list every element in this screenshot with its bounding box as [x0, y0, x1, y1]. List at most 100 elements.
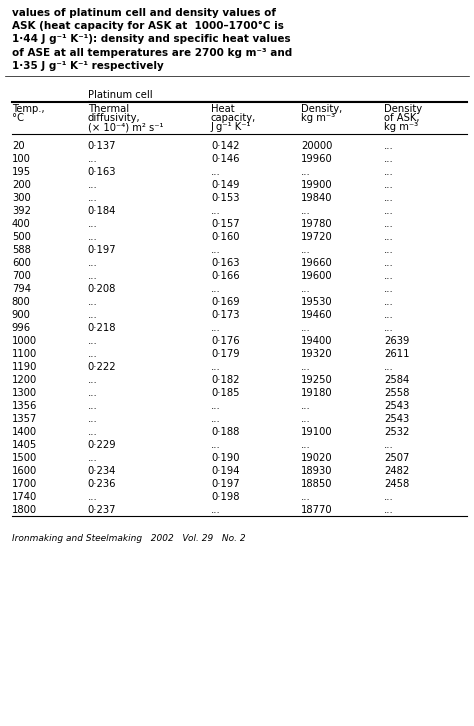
Text: ...: ... — [384, 322, 394, 333]
Text: 19100: 19100 — [301, 427, 333, 436]
Text: ...: ... — [384, 362, 394, 372]
Text: 794: 794 — [12, 284, 31, 293]
Text: 1000: 1000 — [12, 335, 37, 346]
Text: 0·184: 0·184 — [88, 205, 116, 216]
Text: 0·237: 0·237 — [88, 505, 116, 515]
Text: ...: ... — [384, 166, 394, 176]
Text: 0·137: 0·137 — [88, 141, 116, 150]
Text: 19720: 19720 — [301, 232, 333, 242]
Text: 2507: 2507 — [384, 452, 410, 462]
Text: ...: ... — [88, 375, 98, 385]
Text: ...: ... — [88, 297, 98, 306]
Text: 2458: 2458 — [384, 478, 409, 489]
Text: 1600: 1600 — [12, 465, 37, 476]
Text: 19180: 19180 — [301, 388, 333, 398]
Text: of ASE at all temperatures are 2700 kg m⁻³ and: of ASE at all temperatures are 2700 kg m… — [12, 48, 292, 57]
Text: ...: ... — [301, 401, 311, 411]
Text: Thermal: Thermal — [88, 104, 129, 114]
Text: 0·149: 0·149 — [211, 179, 239, 189]
Text: ...: ... — [88, 335, 98, 346]
Text: ...: ... — [88, 258, 98, 268]
Text: ...: ... — [384, 440, 394, 449]
Text: ...: ... — [384, 179, 394, 189]
Text: ...: ... — [384, 309, 394, 319]
Text: ...: ... — [88, 427, 98, 436]
Text: 19020: 19020 — [301, 452, 333, 462]
Text: 19660: 19660 — [301, 258, 333, 268]
Text: 1300: 1300 — [12, 388, 37, 398]
Text: 0·208: 0·208 — [88, 284, 116, 293]
Text: 19460: 19460 — [301, 309, 333, 319]
Text: ...: ... — [301, 205, 311, 216]
Text: ...: ... — [88, 232, 98, 242]
Text: ...: ... — [301, 166, 311, 176]
Text: ...: ... — [384, 245, 394, 255]
Text: 300: 300 — [12, 192, 31, 203]
Text: 1800: 1800 — [12, 505, 37, 515]
Text: 0·166: 0·166 — [211, 271, 239, 281]
Text: ...: ... — [301, 322, 311, 333]
Text: 0·173: 0·173 — [211, 309, 239, 319]
Text: ...: ... — [88, 219, 98, 229]
Text: ...: ... — [384, 297, 394, 306]
Text: 0·182: 0·182 — [211, 375, 239, 385]
Text: ...: ... — [384, 219, 394, 229]
Text: °C: °C — [12, 113, 24, 123]
Text: 0·190: 0·190 — [211, 452, 239, 462]
Text: 996: 996 — [12, 322, 31, 333]
Text: ...: ... — [211, 166, 221, 176]
Text: ...: ... — [88, 452, 98, 462]
Text: 1740: 1740 — [12, 492, 37, 502]
Text: 0·142: 0·142 — [211, 141, 239, 150]
Text: 0·234: 0·234 — [88, 465, 116, 476]
Text: 2584: 2584 — [384, 375, 409, 385]
Text: capacity,: capacity, — [211, 113, 256, 123]
Text: ...: ... — [211, 322, 221, 333]
Text: 200: 200 — [12, 179, 31, 189]
Text: ...: ... — [301, 245, 311, 255]
Text: 0·198: 0·198 — [211, 492, 239, 502]
Text: 400: 400 — [12, 219, 31, 229]
Text: ...: ... — [211, 414, 221, 423]
Text: 19780: 19780 — [301, 219, 333, 229]
Text: 20: 20 — [12, 141, 25, 150]
Text: 19250: 19250 — [301, 375, 333, 385]
Text: ...: ... — [211, 205, 221, 216]
Text: ...: ... — [88, 271, 98, 281]
Text: ...: ... — [384, 232, 394, 242]
Text: 1405: 1405 — [12, 440, 37, 449]
Text: ...: ... — [301, 492, 311, 502]
Text: 19840: 19840 — [301, 192, 332, 203]
Text: Heat: Heat — [211, 104, 235, 114]
Text: Density: Density — [384, 104, 422, 114]
Text: of ASK,: of ASK, — [384, 113, 419, 123]
Text: ...: ... — [301, 284, 311, 293]
Text: 2543: 2543 — [384, 414, 409, 423]
Text: ...: ... — [88, 179, 98, 189]
Text: 0·218: 0·218 — [88, 322, 116, 333]
Text: 0·160: 0·160 — [211, 232, 239, 242]
Text: ...: ... — [88, 192, 98, 203]
Text: 2543: 2543 — [384, 401, 409, 411]
Text: 1357: 1357 — [12, 414, 37, 423]
Text: ...: ... — [211, 505, 221, 515]
Text: kg m⁻³: kg m⁻³ — [384, 123, 418, 132]
Text: 100: 100 — [12, 154, 31, 163]
Text: ...: ... — [88, 414, 98, 423]
Text: 0·176: 0·176 — [211, 335, 239, 346]
Text: ...: ... — [211, 284, 221, 293]
Text: ...: ... — [88, 309, 98, 319]
Text: 0·197: 0·197 — [88, 245, 116, 255]
Text: Density,: Density, — [301, 104, 342, 114]
Text: 1100: 1100 — [12, 348, 37, 359]
Text: ...: ... — [384, 154, 394, 163]
Text: 2611: 2611 — [384, 348, 410, 359]
Text: 2482: 2482 — [384, 465, 409, 476]
Text: 0·194: 0·194 — [211, 465, 239, 476]
Text: 588: 588 — [12, 245, 31, 255]
Text: 0·179: 0·179 — [211, 348, 239, 359]
Text: diffusivity,: diffusivity, — [88, 113, 140, 123]
Text: 19320: 19320 — [301, 348, 333, 359]
Text: 18770: 18770 — [301, 505, 333, 515]
Text: kg m⁻³: kg m⁻³ — [301, 113, 335, 123]
